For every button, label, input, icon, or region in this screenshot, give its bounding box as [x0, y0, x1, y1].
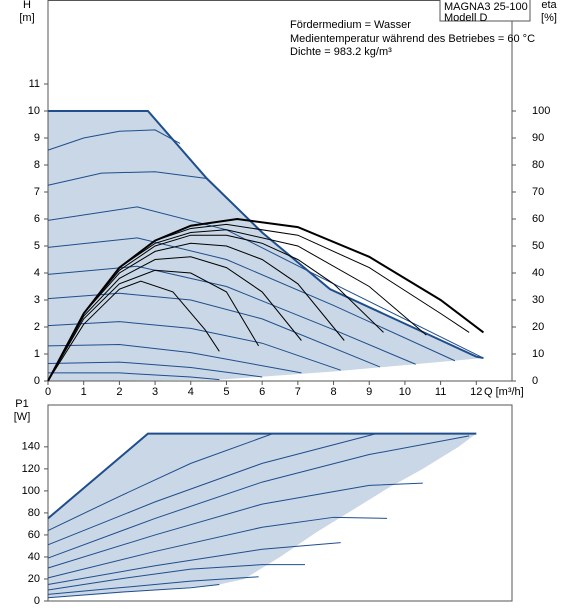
efficiency-curve — [47, 234, 384, 382]
y2-tick-label: 10 — [532, 348, 544, 360]
efficiency-curve — [47, 280, 220, 382]
performance-curve — [48, 110, 484, 360]
y2-tick-label: 90 — [532, 132, 544, 144]
x-tick-label: 8 — [330, 386, 336, 398]
performance-curve — [47, 321, 341, 371]
x-tick-label: 6 — [259, 386, 265, 398]
y2-tick-label: 30 — [532, 294, 544, 306]
plot-frame — [47, 0, 513, 382]
model-box — [439, 0, 531, 22]
y-tick-label: 11 — [29, 78, 40, 90]
performance-curve — [47, 482, 423, 569]
performance-curve — [47, 433, 274, 531]
y2-tick-label: 20 — [532, 321, 544, 333]
y-tick-label: 8 — [34, 159, 40, 171]
plot-frame — [47, 404, 513, 602]
y-tick-label: 0 — [34, 375, 40, 387]
y-label: P1 — [15, 398, 28, 410]
y-tick-label: 140 — [22, 441, 40, 453]
performance-curve — [47, 432, 477, 520]
y-label: H — [23, 0, 31, 11]
y-tick-label: 40 — [28, 551, 40, 563]
model-name: MAGNA3 25-100 — [444, 1, 528, 13]
y2-label: eta — [541, 0, 557, 11]
x-tick-label: 12 — [470, 386, 482, 398]
x-tick-label: 1 — [81, 386, 87, 398]
y2-tick-label: 40 — [532, 267, 544, 279]
y-tick-label: 2 — [34, 321, 40, 333]
performance-curve — [47, 435, 470, 559]
x-tick-label: 3 — [152, 386, 158, 398]
y-tick-label: 60 — [28, 529, 40, 541]
y2-tick-label: 100 — [532, 105, 550, 117]
y-tick-label: 3 — [34, 294, 40, 306]
performance-curve — [47, 542, 341, 585]
performance-curve — [47, 576, 259, 595]
performance-curve — [47, 237, 456, 362]
y-tick-label: 0 — [34, 595, 40, 607]
y-unit: [m] — [19, 12, 34, 24]
performance-curve — [48, 372, 220, 381]
y-tick-label: 1 — [34, 348, 40, 360]
envelope-area — [48, 433, 477, 598]
performance-curve — [47, 292, 381, 368]
y-tick-label: 20 — [28, 573, 40, 585]
performance-curve — [47, 361, 263, 378]
y-unit: [W] — [14, 411, 31, 423]
efficiency-curve — [47, 242, 345, 382]
annotation: Medientemperatur während des Betriebes =… — [290, 33, 535, 45]
annotation: Fördermedium = Wasser — [290, 19, 411, 31]
model-variant: Modell D — [444, 12, 487, 24]
performance-curve — [47, 171, 207, 186]
y-tick-label: 10 — [28, 105, 40, 117]
performance-curve — [47, 265, 416, 365]
annotation: Dichte = 983.2 kg/m³ — [290, 46, 392, 58]
y-tick-label: 7 — [34, 186, 40, 198]
efficiency-curve — [47, 229, 427, 382]
performance-curve — [47, 129, 181, 151]
y2-unit: [%] — [541, 12, 557, 24]
x-tick-label: 11 — [435, 386, 446, 398]
y-tick-label: 80 — [28, 507, 40, 519]
performance-curve — [47, 433, 377, 546]
y2-tick-label: 50 — [532, 240, 544, 252]
efficiency-curve — [47, 256, 302, 382]
y-tick-label: 100 — [22, 485, 40, 497]
x-tick-label: 0 — [45, 386, 51, 398]
y-tick-label: 6 — [34, 213, 40, 225]
performance-curve — [47, 583, 220, 599]
y-tick-label: 9 — [34, 132, 40, 144]
x-tick-label: 2 — [116, 386, 122, 398]
y-tick-label: 5 — [34, 240, 40, 252]
y2-tick-label: 70 — [532, 186, 544, 198]
y-tick-label: 120 — [22, 463, 40, 475]
x-tick-label: 7 — [295, 386, 301, 398]
performance-curve — [47, 564, 305, 591]
x-tick-label: 10 — [399, 386, 411, 398]
y2-tick-label: 60 — [532, 213, 544, 225]
x-label: Q [m³/h] — [484, 386, 524, 398]
performance-curve — [47, 344, 302, 374]
y-tick-label: 4 — [34, 267, 40, 279]
y2-tick-label: 0 — [532, 375, 538, 387]
y2-tick-label: 80 — [532, 159, 544, 171]
efficiency-curve — [47, 269, 260, 382]
performance-curve — [47, 516, 388, 579]
envelope-area — [48, 111, 484, 381]
x-tick-label: 4 — [188, 386, 194, 398]
x-tick-label: 5 — [223, 386, 229, 398]
x-tick-label: 9 — [366, 386, 372, 398]
